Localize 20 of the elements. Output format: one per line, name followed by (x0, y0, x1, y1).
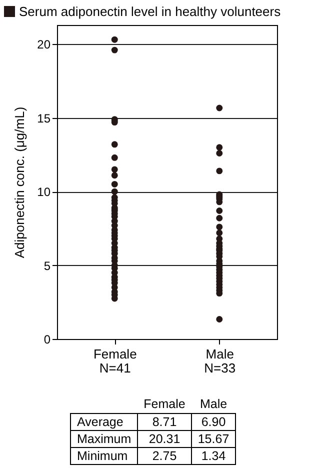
text: 8.71 (138, 413, 192, 430)
x-tick-label: Female N=41 (93, 346, 137, 376)
y-tick-label: 10 (37, 185, 51, 200)
text: 6.90 (191, 413, 236, 430)
text: 1.34 (191, 447, 236, 464)
text: Average (70, 413, 138, 430)
y-tick-label: 15 (37, 111, 51, 126)
chart-title: Serum adiponectin level in healthy volunteers (19, 4, 281, 18)
y-tick-label: 20 (37, 38, 51, 52)
text: 20.31 (138, 430, 192, 447)
text: Maximum (70, 430, 138, 447)
text: Female (142, 396, 186, 413)
text: 15.67 (191, 430, 236, 447)
y-tick-label: 0 (44, 332, 51, 346)
text: Minimum (70, 447, 138, 464)
text: 2.75 (138, 447, 192, 464)
text: Male (198, 396, 228, 413)
x-tick-label: Male N=33 (204, 346, 236, 376)
y-tick-label: 5 (44, 258, 51, 273)
y-axis-title: Adiponectin conc. (μg/mL) (12, 106, 28, 258)
